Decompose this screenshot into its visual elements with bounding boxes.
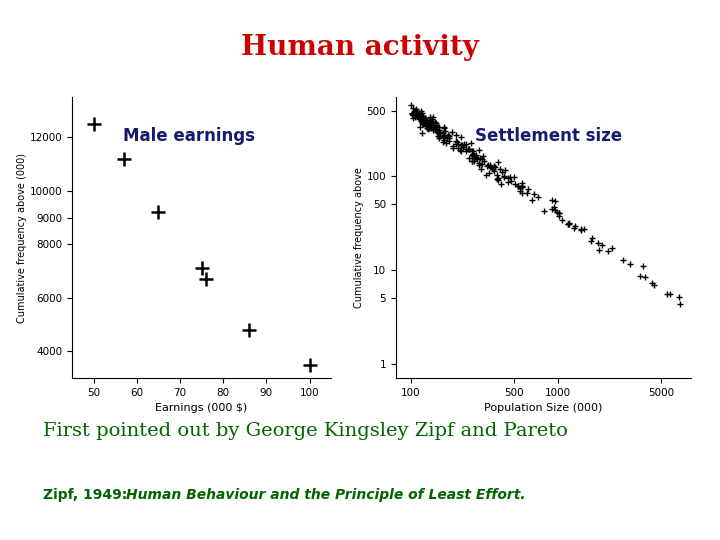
X-axis label: Population Size (000): Population Size (000) [485,403,603,413]
Text: Zipf, 1949:: Zipf, 1949: [43,488,132,502]
Text: Human activity: Human activity [241,33,479,60]
X-axis label: Earnings (000 $): Earnings (000 $) [156,403,248,413]
Text: Male earnings: Male earnings [123,126,255,145]
Text: Settlement size: Settlement size [475,126,623,145]
Text: First pointed out by George Kingsley Zipf and Pareto: First pointed out by George Kingsley Zip… [43,422,568,440]
Y-axis label: Cumulative frequency above (000): Cumulative frequency above (000) [17,153,27,322]
Y-axis label: Cumulative frequency above: Cumulative frequency above [354,167,364,308]
Text: Human Behaviour and the Principle of Least Effort.: Human Behaviour and the Principle of Lea… [126,488,526,502]
